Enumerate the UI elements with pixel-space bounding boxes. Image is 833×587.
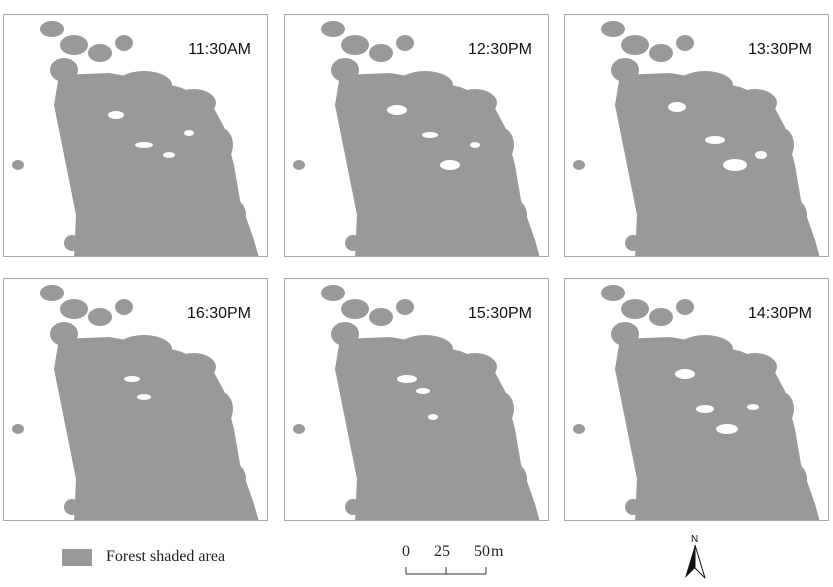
scale-bar: 0 25 50 m [402, 543, 504, 579]
legend-swatch [62, 548, 92, 566]
map-panel-1630pm: 16:30PM [3, 278, 268, 521]
forest-shade-map [12, 285, 259, 520]
map-panel-1230pm: 12:30PM [284, 14, 549, 257]
time-label: 12:30PM [467, 41, 532, 58]
map-panel-1330pm: 13:30PM [564, 14, 829, 257]
time-label: 14:30PM [747, 305, 812, 322]
time-label: 16:30PM [186, 305, 251, 322]
legend-label: Forest shaded area [106, 548, 226, 565]
north-label: N [691, 534, 698, 545]
scale-unit: m [491, 543, 504, 560]
time-label: 15:30PM [467, 305, 532, 322]
legend: Forest shaded area [62, 548, 225, 566]
forest-shade-map [573, 21, 820, 256]
scale-line [405, 567, 487, 575]
map-panel-1130am: 11:30AM [3, 14, 268, 257]
scale-tick-0: 0 [402, 543, 410, 560]
forest-shade-map [12, 21, 259, 256]
map-panel-1430pm: 14:30PM [564, 278, 829, 521]
time-label: 11:30AM [188, 41, 251, 58]
time-label: 13:30PM [747, 41, 812, 58]
forest-shade-map [293, 21, 540, 256]
scale-tick-25: 25 [434, 543, 450, 560]
map-panel-1530pm: 15:30PM [284, 278, 549, 521]
forest-shade-map [573, 285, 820, 520]
forest-shade-map [293, 285, 540, 520]
north-arrow-icon: N [680, 532, 710, 582]
scale-tick-50: 50 [474, 543, 490, 560]
